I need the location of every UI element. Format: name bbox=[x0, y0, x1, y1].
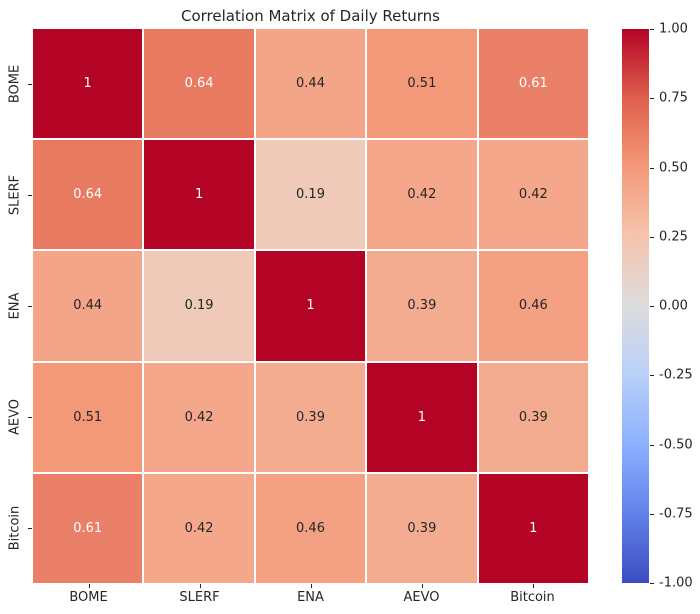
y-tick-mark bbox=[28, 84, 32, 86]
heatmap-cell: 0.42 bbox=[144, 473, 254, 583]
colorbar-tick-mark bbox=[650, 583, 654, 584]
colorbar-tick-mark bbox=[650, 236, 654, 238]
colorbar-tick-label: -1.00 bbox=[659, 575, 693, 591]
colorbar-tick-label: -0.75 bbox=[659, 506, 693, 522]
colorbar-tick-label: -0.25 bbox=[659, 367, 693, 383]
heatmap-cell: 0.46 bbox=[478, 251, 588, 361]
colorbar-tick-mark bbox=[650, 98, 654, 100]
heatmap-cell: 0.46 bbox=[255, 473, 366, 583]
colorbar bbox=[622, 29, 649, 583]
heatmap-cell: 0.51 bbox=[367, 29, 477, 139]
heatmap-cell: 0.19 bbox=[144, 251, 254, 361]
y-tick-label: SLERF bbox=[7, 175, 23, 216]
heatmap-cell: 1 bbox=[367, 362, 477, 472]
heatmap-cell: 0.44 bbox=[255, 29, 366, 139]
heatmap-cell: 0.42 bbox=[478, 140, 588, 250]
heatmap-cell: 0.39 bbox=[478, 362, 588, 472]
x-tick-mark bbox=[421, 584, 423, 588]
colorbar-tick-mark bbox=[650, 167, 654, 169]
heatmap-cell: 1 bbox=[255, 251, 366, 361]
x-tick-mark bbox=[532, 584, 534, 588]
heatmap-cell: 1 bbox=[478, 473, 588, 583]
x-tick-label: AEVO bbox=[403, 590, 440, 605]
y-tick-label: ENA bbox=[7, 292, 23, 320]
y-tick-label: Bitcoin bbox=[7, 505, 23, 550]
heatmap-cell: 0.39 bbox=[367, 473, 477, 583]
colorbar-tick-label: -0.50 bbox=[659, 437, 693, 452]
colorbar-tick-label: 0.75 bbox=[659, 90, 688, 106]
x-tick-label: BOME bbox=[69, 590, 108, 605]
heatmap-cell: 0.44 bbox=[33, 251, 143, 361]
heatmap-cell: 0.64 bbox=[144, 29, 254, 139]
heatmap-cell: 0.39 bbox=[255, 362, 366, 472]
y-tick-mark bbox=[28, 306, 32, 307]
colorbar-tick-mark bbox=[650, 513, 654, 515]
heatmap-cell: 0.61 bbox=[478, 29, 588, 139]
y-tick-mark bbox=[28, 527, 32, 529]
heatmap-cell: 1 bbox=[144, 140, 254, 250]
y-tick-mark bbox=[28, 416, 32, 418]
x-tick-mark bbox=[199, 584, 201, 588]
heatmap-cell: 0.19 bbox=[255, 140, 366, 250]
y-tick-label: BOME bbox=[7, 65, 23, 104]
y-tick-label: AEVO bbox=[7, 398, 23, 435]
x-tick-mark bbox=[310, 584, 312, 588]
heatmap-cell: 0.64 bbox=[33, 140, 143, 250]
x-tick-label: Bitcoin bbox=[510, 590, 555, 605]
colorbar-tick-label: 0.25 bbox=[659, 229, 688, 245]
colorbar-tick-label: 0.50 bbox=[659, 160, 688, 175]
heatmap-cell: 0.51 bbox=[33, 362, 143, 472]
heatmap-cell: 0.61 bbox=[33, 473, 143, 583]
x-tick-label: SLERF bbox=[179, 590, 220, 605]
y-tick-mark bbox=[28, 195, 32, 197]
heatmap-cell: 1 bbox=[33, 29, 143, 139]
chart-title: Correlation Matrix of Daily Returns bbox=[180, 7, 440, 25]
colorbar-tick-mark bbox=[650, 444, 654, 446]
colorbar-tick-label: 0.00 bbox=[659, 298, 688, 314]
x-tick-label: ENA bbox=[297, 590, 324, 605]
heatmap-cell: 0.42 bbox=[367, 140, 477, 250]
colorbar-tick-mark bbox=[650, 375, 654, 377]
colorbar-tick-label: 1.00 bbox=[659, 21, 688, 37]
colorbar-tick-mark bbox=[650, 306, 654, 307]
heatmap-grid: 1 0.64 0.44 0.51 0.61 0.64 1 0.19 0.42 0.42 0.44 0.… bbox=[33, 29, 588, 583]
x-tick-mark bbox=[88, 584, 90, 588]
heatmap-cell: 0.39 bbox=[367, 251, 477, 361]
heatmap-cell: 0.42 bbox=[144, 362, 254, 472]
colorbar-tick-mark bbox=[650, 29, 654, 30]
